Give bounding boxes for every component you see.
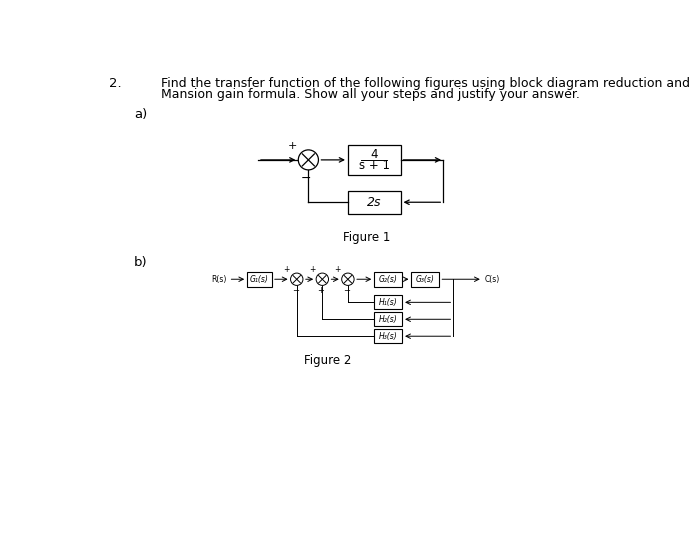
Text: C(s): C(s) [484, 275, 500, 284]
Text: G₃(s): G₃(s) [416, 275, 435, 284]
Text: R(s): R(s) [211, 275, 227, 284]
Bar [348, 145, 400, 175]
Circle shape [342, 273, 354, 285]
Text: Figure 1: Figure 1 [343, 231, 390, 245]
Bar [374, 329, 402, 343]
Bar [374, 271, 402, 287]
Text: +: + [335, 265, 341, 274]
Text: +: + [309, 265, 315, 274]
Bar [374, 295, 402, 309]
Text: b): b) [134, 256, 148, 269]
Text: G₁(s): G₁(s) [250, 275, 269, 284]
Bar [247, 271, 272, 287]
Text: H₃(s): H₃(s) [379, 332, 398, 341]
Text: +: + [284, 265, 290, 274]
Text: s + 1: s + 1 [358, 159, 390, 172]
Text: H₂(s): H₂(s) [379, 315, 398, 324]
Bar [412, 271, 440, 287]
Bar [348, 191, 400, 214]
Text: Mansion gain formula. Show all your steps and justify your answer.: Mansion gain formula. Show all your step… [161, 88, 580, 101]
Text: a): a) [134, 107, 147, 121]
Circle shape [290, 273, 303, 285]
Text: +: + [288, 141, 297, 151]
Text: Figure 2: Figure 2 [304, 354, 351, 367]
Text: G₂(s): G₂(s) [379, 275, 398, 284]
Circle shape [298, 150, 318, 170]
Circle shape [316, 273, 328, 285]
Text: +: + [317, 286, 324, 295]
Bar [374, 312, 402, 326]
Text: −: − [343, 286, 350, 295]
Text: H₁(s): H₁(s) [379, 298, 398, 307]
Text: 4: 4 [370, 148, 378, 161]
Text: 2.: 2. [109, 77, 122, 90]
Text: −: − [301, 171, 312, 185]
Text: Find the transfer function of the following figures using block diagram reductio: Find the transfer function of the follow… [161, 77, 690, 90]
Text: −: − [292, 286, 299, 295]
Text: 2s: 2s [367, 196, 382, 208]
